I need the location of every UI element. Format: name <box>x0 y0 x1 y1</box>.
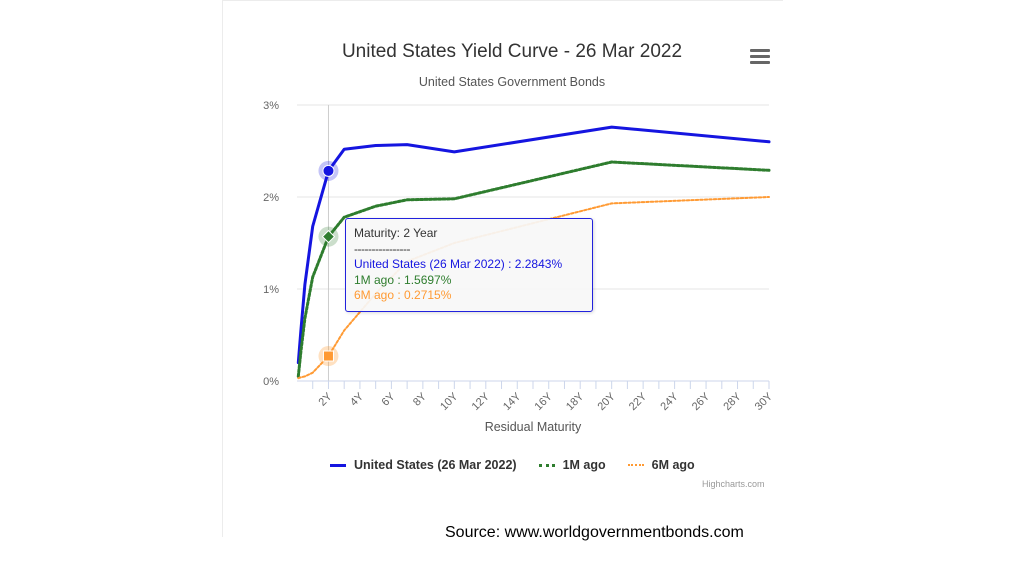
x-tick-label: 22Y <box>627 390 650 413</box>
source-caption: Source: www.worldgovernmentbonds.com <box>445 524 744 541</box>
x-tick-label: 2Y <box>317 390 335 408</box>
chart-tooltip: Maturity: 2 Year ---------------- United… <box>345 218 593 312</box>
series-line-1 <box>296 160 771 378</box>
legend-label-1m: 1M ago <box>562 458 606 472</box>
x-tick-label: 30Y <box>753 390 776 413</box>
tooltip-line-6m: 6M ago : 0.2715% <box>354 288 452 302</box>
marker-point-us <box>322 164 335 177</box>
legend-label-us: United States (26 Mar 2022) <box>354 458 517 472</box>
x-tick-label: 4Y <box>348 390 366 408</box>
hamburger-menu-icon <box>750 49 770 52</box>
chart-legend: United States (26 Mar 2022) 1M ago 6M ag… <box>330 456 695 474</box>
tooltip-line-1m: 1M ago : 1.5697% <box>354 272 452 287</box>
tooltip-title: Maturity: 2 Year <box>354 226 438 240</box>
x-tick-label: 18Y <box>564 390 587 413</box>
x-tick-label: 10Y <box>438 390 461 413</box>
series-line-0 <box>296 125 771 365</box>
chart-title: United States Yield Curve - 26 Mar 2022 <box>342 41 682 62</box>
highcharts-credits-link[interactable]: Highcharts.com <box>702 479 765 489</box>
x-tick-label: 12Y <box>470 390 493 413</box>
tooltip-line-us: United States (26 Mar 2022) : 2.2843% <box>354 257 563 271</box>
x-axis-title: Residual Maturity <box>485 420 582 434</box>
legend-item-1m[interactable]: 1M ago <box>538 458 606 472</box>
x-tick-label: 6Y <box>380 390 398 408</box>
legend-swatch-6m <box>627 464 644 466</box>
marker-point-1m <box>321 229 336 244</box>
legend-swatch-1m <box>538 463 555 467</box>
legend-swatch-us <box>330 463 346 467</box>
legend-label-6m: 6M ago <box>651 458 695 472</box>
y-tick-label: 3% <box>263 100 279 112</box>
y-tick-label: 1% <box>263 284 279 296</box>
y-tick-label: 2% <box>263 192 279 204</box>
tooltip-separator: ---------------- <box>354 241 410 256</box>
x-tick-label: 8Y <box>411 390 429 408</box>
x-tick-label: 16Y <box>533 390 556 413</box>
x-tick-label: 24Y <box>658 390 681 413</box>
legend-item-us[interactable]: United States (26 Mar 2022) <box>330 458 517 472</box>
y-tick-label: 0% <box>263 376 279 388</box>
chart-subtitle: United States Government Bonds <box>419 75 605 89</box>
x-tick-label: 14Y <box>501 390 524 413</box>
x-tick-label: 20Y <box>595 390 618 413</box>
x-tick-label: 26Y <box>690 390 713 413</box>
x-tick-label: 28Y <box>721 390 744 413</box>
chart-menu-button[interactable] <box>750 46 770 64</box>
legend-item-6m[interactable]: 6M ago <box>627 458 695 472</box>
marker-point-6m <box>322 350 334 362</box>
